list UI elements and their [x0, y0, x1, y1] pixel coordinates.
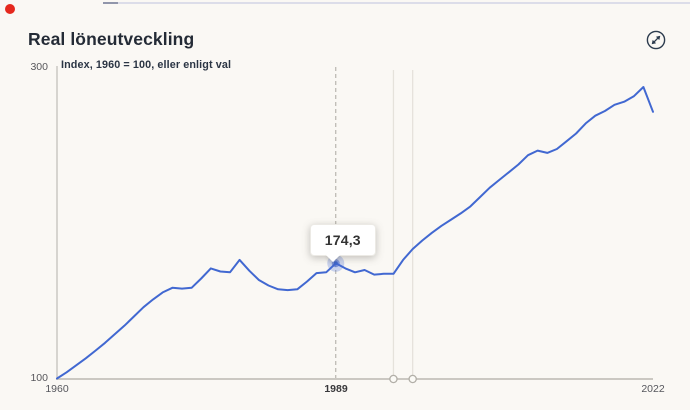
top-divider-segment — [103, 2, 118, 4]
chart-subtitle: Index, 1960 = 100, eller enligt val — [61, 59, 232, 71]
expand-diagonal-arrows-icon — [646, 30, 666, 50]
expand-button[interactable] — [645, 29, 667, 51]
range-handle-right[interactable] — [408, 374, 417, 384]
page-title: Real löneutveckling — [28, 29, 195, 49]
y-axis-tick-300: 300 — [30, 61, 48, 73]
x-axis-tick-cursor-year: 1989 — [324, 383, 348, 395]
y-axis-tick-100: 100 — [30, 372, 48, 384]
x-axis-tick-1960: 1960 — [45, 383, 69, 395]
red-dot-icon — [5, 4, 15, 14]
data-point-marker — [333, 261, 338, 266]
tooltip: 174,3 — [309, 223, 376, 262]
x-axis-tick-2022: 2022 — [641, 383, 665, 395]
range-handle-left[interactable] — [389, 374, 398, 384]
tooltip-value: 174,3 — [324, 231, 361, 248]
top-divider-line — [103, 2, 690, 4]
data-series-line — [56, 86, 654, 380]
